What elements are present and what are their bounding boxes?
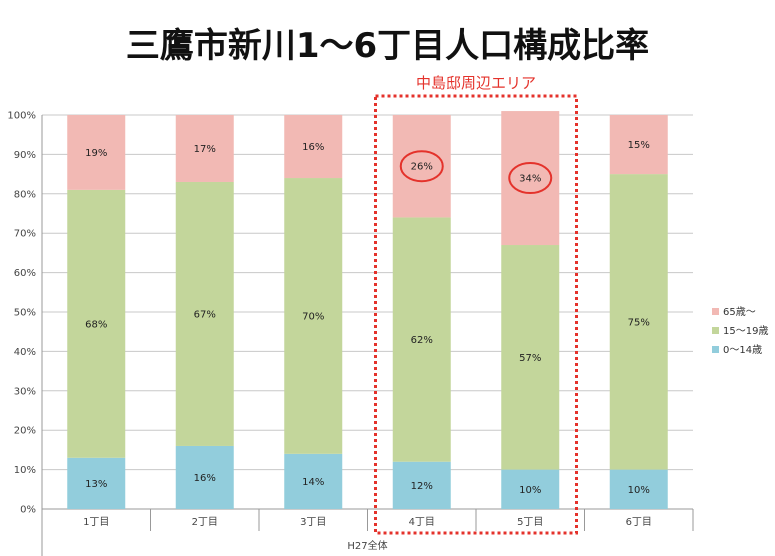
bar-segment — [392, 217, 451, 462]
bar-segment — [284, 453, 343, 509]
bar-segment — [284, 115, 343, 179]
highlight-circle — [399, 150, 444, 183]
y-tick-label: 90% — [14, 150, 36, 161]
group-label: H27全体 — [347, 539, 387, 552]
legend-swatch — [712, 346, 719, 353]
data-label: 68% — [85, 319, 107, 330]
y-tick-label: 100% — [7, 111, 36, 122]
data-label: 12% — [411, 481, 433, 492]
data-label: 67% — [194, 309, 216, 320]
y-tick-label: 40% — [14, 347, 36, 358]
chart-title: 三鷹市新川1～6丁目人口構成比率 — [125, 26, 650, 66]
legend-label: 65歳～ — [723, 306, 756, 318]
y-tick-label: 30% — [14, 386, 36, 397]
bar-segment — [609, 469, 668, 509]
y-tick-label: 50% — [14, 308, 36, 319]
bar-segment — [67, 115, 126, 190]
x-tick-label: 6丁目 — [626, 517, 652, 528]
bar-segment — [284, 178, 343, 454]
bar-segment — [501, 111, 560, 246]
y-tick-label: 0% — [20, 505, 36, 516]
y-tick-label: 10% — [14, 465, 36, 476]
y-tick-label: 70% — [14, 229, 36, 240]
bar-segment — [392, 461, 451, 509]
legend-label: 0～14歳 — [723, 344, 762, 356]
data-label: 13% — [85, 479, 107, 490]
bar-segment — [392, 115, 451, 218]
bar-segment — [609, 174, 668, 470]
x-tick-label: 4丁目 — [409, 517, 435, 528]
data-label: 14% — [302, 477, 324, 488]
data-label: 75% — [628, 317, 650, 328]
y-tick-label: 80% — [14, 189, 36, 200]
bar-segment — [175, 445, 234, 509]
legend-label: 15～19歳 — [723, 325, 768, 337]
x-tick-label: 2丁目 — [192, 517, 218, 528]
y-tick-label: 60% — [14, 268, 36, 279]
highlight-circle — [508, 162, 553, 195]
y-tick-label: 20% — [14, 426, 36, 437]
bar-segment — [67, 189, 126, 458]
bar-segment — [175, 181, 234, 446]
data-label: 17% — [194, 144, 216, 155]
legend-swatch — [712, 327, 719, 334]
data-label: 15% — [628, 140, 650, 151]
bar-segment — [501, 245, 560, 470]
x-tick-label: 1丁目 — [83, 517, 109, 528]
x-tick-label: 3丁目 — [300, 517, 326, 528]
bar-segment — [175, 115, 234, 182]
x-tick-label: 5丁目 — [517, 517, 543, 528]
bar-segment — [501, 469, 560, 509]
data-label: 34% — [519, 174, 541, 185]
bar-segment — [67, 457, 126, 509]
legend-swatch — [712, 308, 719, 315]
data-label: 10% — [628, 485, 650, 496]
data-label: 10% — [519, 485, 541, 496]
data-label: 19% — [85, 148, 107, 159]
data-label: 70% — [302, 311, 324, 322]
highlight-box — [374, 94, 578, 535]
data-label: 62% — [411, 335, 433, 346]
data-label: 16% — [194, 473, 216, 484]
data-label: 26% — [411, 162, 433, 173]
data-label: 57% — [519, 353, 541, 364]
highlight-label: 中島邸周辺エリア — [416, 74, 536, 92]
bar-segment — [609, 115, 668, 175]
data-label: 16% — [302, 142, 324, 153]
